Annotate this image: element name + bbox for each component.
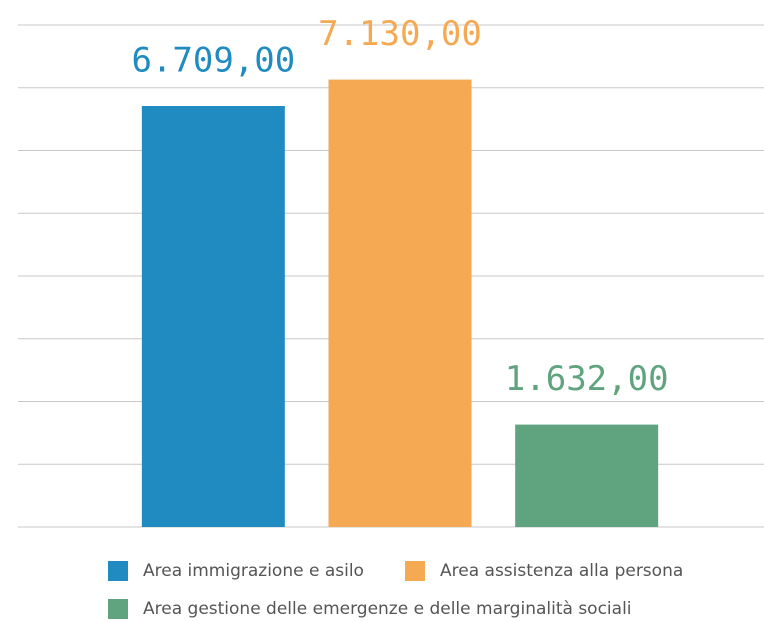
bar	[328, 79, 472, 527]
legend-swatch	[108, 561, 128, 581]
value-label: 6.709,00	[131, 41, 295, 81]
legend-swatch	[405, 561, 425, 581]
bar	[515, 424, 659, 527]
value-label: 1.632,00	[505, 359, 669, 399]
value-label: 7.130,00	[318, 14, 482, 54]
legend-label: Area immigrazione e asilo	[143, 561, 364, 581]
legend-swatch	[108, 599, 128, 619]
legend-label: Area assistenza alla persona	[440, 561, 683, 581]
legend-label: Area gestione delle emergenze e delle ma…	[143, 599, 632, 619]
bar	[141, 106, 285, 527]
